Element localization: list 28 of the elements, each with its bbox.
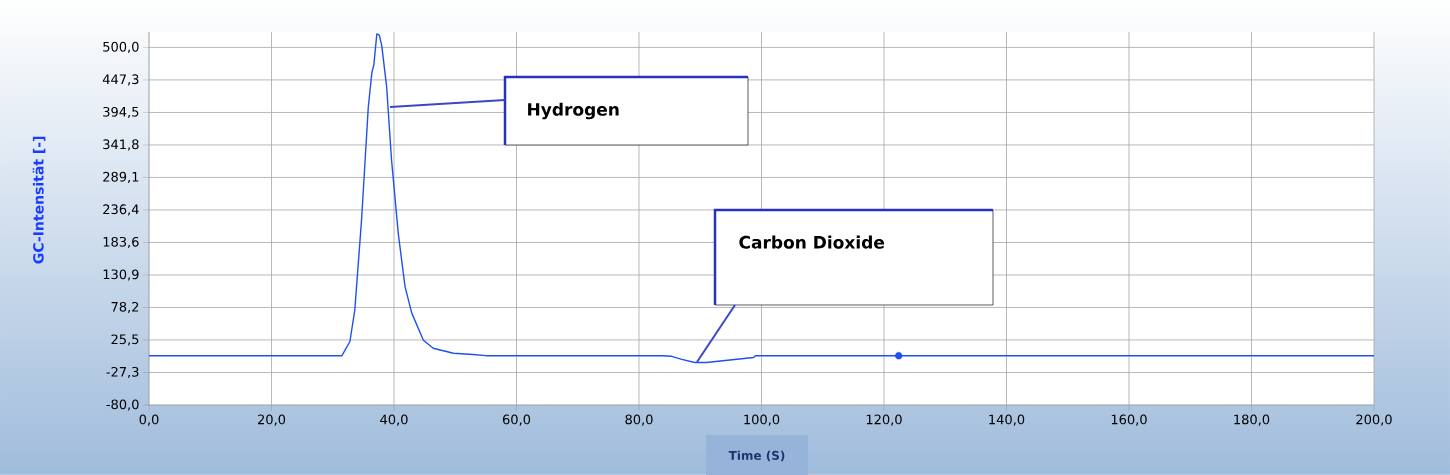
x-tick-label: 60,0 [502, 414, 531, 426]
x-tick-label: 200,0 [1356, 414, 1392, 426]
y-tick-label: 289,1 [103, 171, 139, 184]
y-tick-label: 447,3 [102, 74, 139, 86]
x-tick-label: 120,0 [866, 414, 902, 426]
line-series [148, 33, 1375, 364]
annotation: Carbon Dioxide [739, 235, 885, 249]
y-tick-label: 25,5 [111, 334, 139, 346]
x-tick-label: 180,0 [1234, 414, 1270, 426]
y-tick-label: 341,8 [103, 139, 139, 151]
y-tick-label: 394,5 [103, 106, 139, 119]
annotation: Hydrogen [528, 102, 619, 120]
y-tick-label: 236,4 [103, 204, 139, 216]
y-tick-label: 183,6 [103, 236, 139, 249]
x-axis-title: Time (S) [728, 450, 785, 462]
y-tick-label: -80,0 [106, 399, 139, 411]
y-tick-label: -27,3 [106, 366, 139, 379]
x-tick-label: 100,0 [744, 414, 780, 426]
y-tick-label: 130,9 [103, 269, 139, 281]
x-tick-label: 80,0 [625, 414, 653, 426]
x-tick-label: 140,0 [989, 414, 1025, 426]
x-tick-label: 40,0 [380, 414, 408, 426]
x-tick-label: 0,0 [139, 414, 159, 426]
x-tick-label: 20,0 [257, 414, 286, 426]
y-axis-title: GC-Intensität [-] [32, 136, 46, 264]
y-tick-label: 78,2 [111, 301, 139, 314]
x-tick-label: 160,0 [1111, 414, 1147, 426]
y-tick-label: 500,0 [103, 41, 139, 53]
